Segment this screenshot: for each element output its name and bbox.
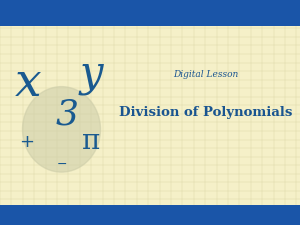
Text: −: − bbox=[56, 158, 67, 171]
Text: Digital Lesson: Digital Lesson bbox=[173, 70, 238, 79]
Text: y: y bbox=[80, 53, 103, 95]
Text: +: + bbox=[20, 133, 34, 151]
Text: 3: 3 bbox=[56, 98, 79, 132]
Bar bbox=[0, 0, 300, 26]
Text: π: π bbox=[82, 128, 100, 155]
Ellipse shape bbox=[22, 87, 100, 172]
Bar bbox=[0, 205, 300, 225]
Text: Division of Polynomials: Division of Polynomials bbox=[119, 106, 292, 119]
Text: x: x bbox=[15, 61, 42, 106]
